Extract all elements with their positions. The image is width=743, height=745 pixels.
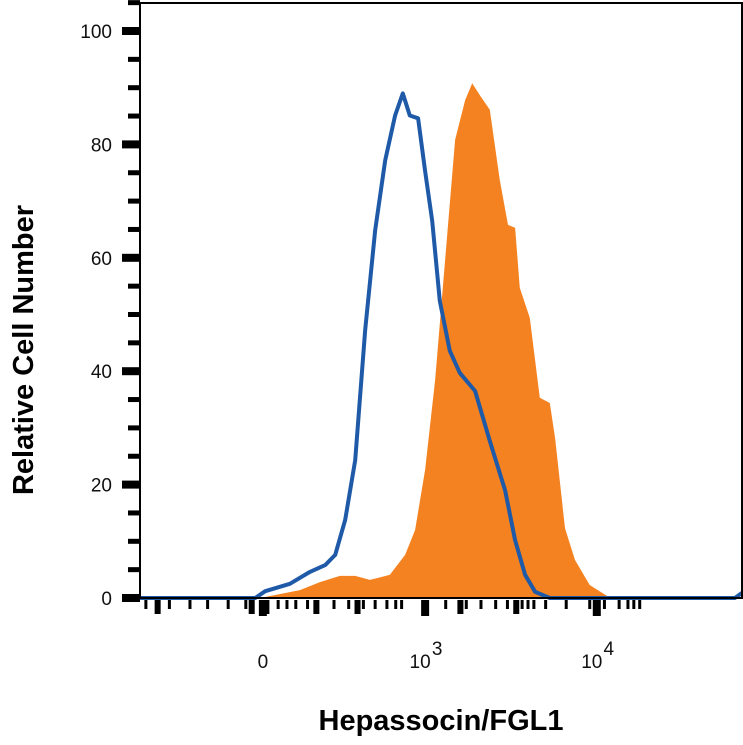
x-minor-tick xyxy=(520,600,524,609)
plot-area xyxy=(139,2,743,600)
x-minor-tick xyxy=(285,600,289,609)
x-minor-tick xyxy=(188,600,192,609)
x-minor-tick xyxy=(602,600,606,609)
x-minor-tick xyxy=(532,600,536,609)
x-minor-tick xyxy=(494,600,498,609)
x-minor-tick xyxy=(144,600,148,609)
x-major-tick xyxy=(592,600,601,616)
x-minor-tick xyxy=(626,600,630,609)
x-minor-tick xyxy=(564,600,568,609)
y-minor-tick xyxy=(128,538,140,544)
y-axis: 0 20 40 60 80 100 xyxy=(80,0,140,610)
x-minor-tick xyxy=(244,600,248,609)
y-tick-label: 20 xyxy=(91,476,112,497)
x-mid-tick xyxy=(513,600,520,614)
x-tick-label: 0 xyxy=(258,652,269,673)
x-minor-tick xyxy=(444,600,448,609)
y-minor-tick xyxy=(128,453,140,459)
x-minor-tick xyxy=(361,600,365,609)
y-minor-tick xyxy=(128,283,140,289)
y-major-tick xyxy=(122,253,140,262)
x-mid-tick xyxy=(457,600,464,614)
y-minor-tick xyxy=(128,397,140,403)
x-tick-exponent: 4 xyxy=(604,639,615,660)
x-minor-tick xyxy=(544,600,548,609)
y-tick-label: 40 xyxy=(91,362,112,383)
y-tick-label: 0 xyxy=(101,589,112,610)
x-minor-tick xyxy=(167,600,171,609)
x-minor-tick xyxy=(206,600,210,609)
y-tick-label: 100 xyxy=(80,22,112,43)
x-minor-tick xyxy=(394,600,398,609)
y-minor-tick xyxy=(128,425,140,431)
x-minor-tick xyxy=(226,600,230,609)
y-major-tick xyxy=(122,140,140,149)
x-minor-tick xyxy=(306,600,310,609)
x-minor-tick xyxy=(638,600,642,609)
x-tick-label: 10 xyxy=(581,652,602,673)
y-minor-tick xyxy=(128,198,140,204)
y-minor-tick xyxy=(128,226,140,232)
x-tick-exponent: 3 xyxy=(432,639,443,660)
y-tick-label: 80 xyxy=(91,135,112,156)
x-minor-tick xyxy=(332,600,336,609)
x-minor-tick xyxy=(526,600,530,609)
plot-frame xyxy=(139,2,743,599)
y-major-tick xyxy=(122,27,140,35)
x-mid-tick xyxy=(248,600,255,614)
x-minor-tick xyxy=(588,600,592,609)
x-minor-tick xyxy=(505,600,509,609)
y-minor-tick xyxy=(128,170,140,176)
x-minor-tick xyxy=(617,600,621,609)
y-minor-tick xyxy=(128,0,140,6)
y-axis-label: Relative Cell Number xyxy=(8,205,40,495)
y-minor-tick xyxy=(128,510,140,516)
y-minor-tick xyxy=(128,567,140,573)
x-minor-tick xyxy=(464,600,468,609)
x-mid-tick xyxy=(354,600,361,614)
x-minor-tick xyxy=(347,600,351,609)
x-major-tick xyxy=(421,600,430,616)
y-major-tick xyxy=(122,594,140,602)
x-minor-tick xyxy=(385,600,389,609)
y-minor-tick xyxy=(128,340,140,346)
y-minor-tick xyxy=(128,312,140,317)
x-minor-tick xyxy=(632,600,636,609)
x-mid-tick xyxy=(313,600,320,614)
y-minor-tick xyxy=(128,56,140,62)
x-major-tick xyxy=(258,600,267,616)
y-minor-tick xyxy=(128,85,140,91)
y-major-tick xyxy=(122,367,140,376)
y-tick-label: 60 xyxy=(91,249,112,270)
x-minor-tick xyxy=(373,600,377,609)
y-minor-tick xyxy=(128,113,140,119)
x-minor-tick xyxy=(294,600,298,609)
x-tick-label: 10 xyxy=(410,652,431,673)
series-filled-histogram xyxy=(140,83,742,598)
series-line-histogram xyxy=(140,91,743,600)
x-axis-label: Hepassocin/FGL1 xyxy=(319,705,564,737)
x-minor-tick xyxy=(400,600,404,609)
y-major-tick xyxy=(122,480,140,489)
x-minor-tick xyxy=(479,600,483,609)
x-mid-tick xyxy=(154,600,161,614)
x-minor-tick xyxy=(276,600,280,609)
